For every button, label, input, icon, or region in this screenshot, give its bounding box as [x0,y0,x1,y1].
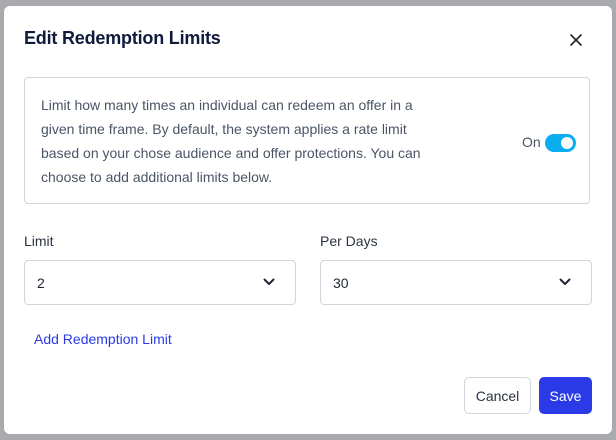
toggle-label: On [522,134,541,150]
info-panel: Limit how many times an individual can r… [24,77,590,204]
redemption-limit-toggle[interactable] [545,134,576,152]
toggle-knob [561,137,573,149]
close-button[interactable] [567,31,585,49]
edit-redemption-limits-dialog: Edit Redemption Limits Limit how many ti… [4,6,612,434]
limit-select[interactable]: 2 [24,260,296,305]
add-redemption-limit-link[interactable]: Add Redemption Limit [34,331,172,347]
per-days-select[interactable]: 30 [320,260,592,305]
per-days-value: 30 [333,275,349,291]
limit-label: Limit [24,233,54,249]
close-icon [570,34,582,46]
save-button[interactable]: Save [539,377,592,414]
info-text: Limit how many times an individual can r… [41,97,421,185]
chevron-down-icon [263,278,275,285]
chevron-down-icon [559,278,571,285]
dialog-title: Edit Redemption Limits [24,28,221,48]
cancel-button[interactable]: Cancel [464,377,531,414]
per-days-label: Per Days [320,233,378,249]
limit-value: 2 [37,275,45,291]
